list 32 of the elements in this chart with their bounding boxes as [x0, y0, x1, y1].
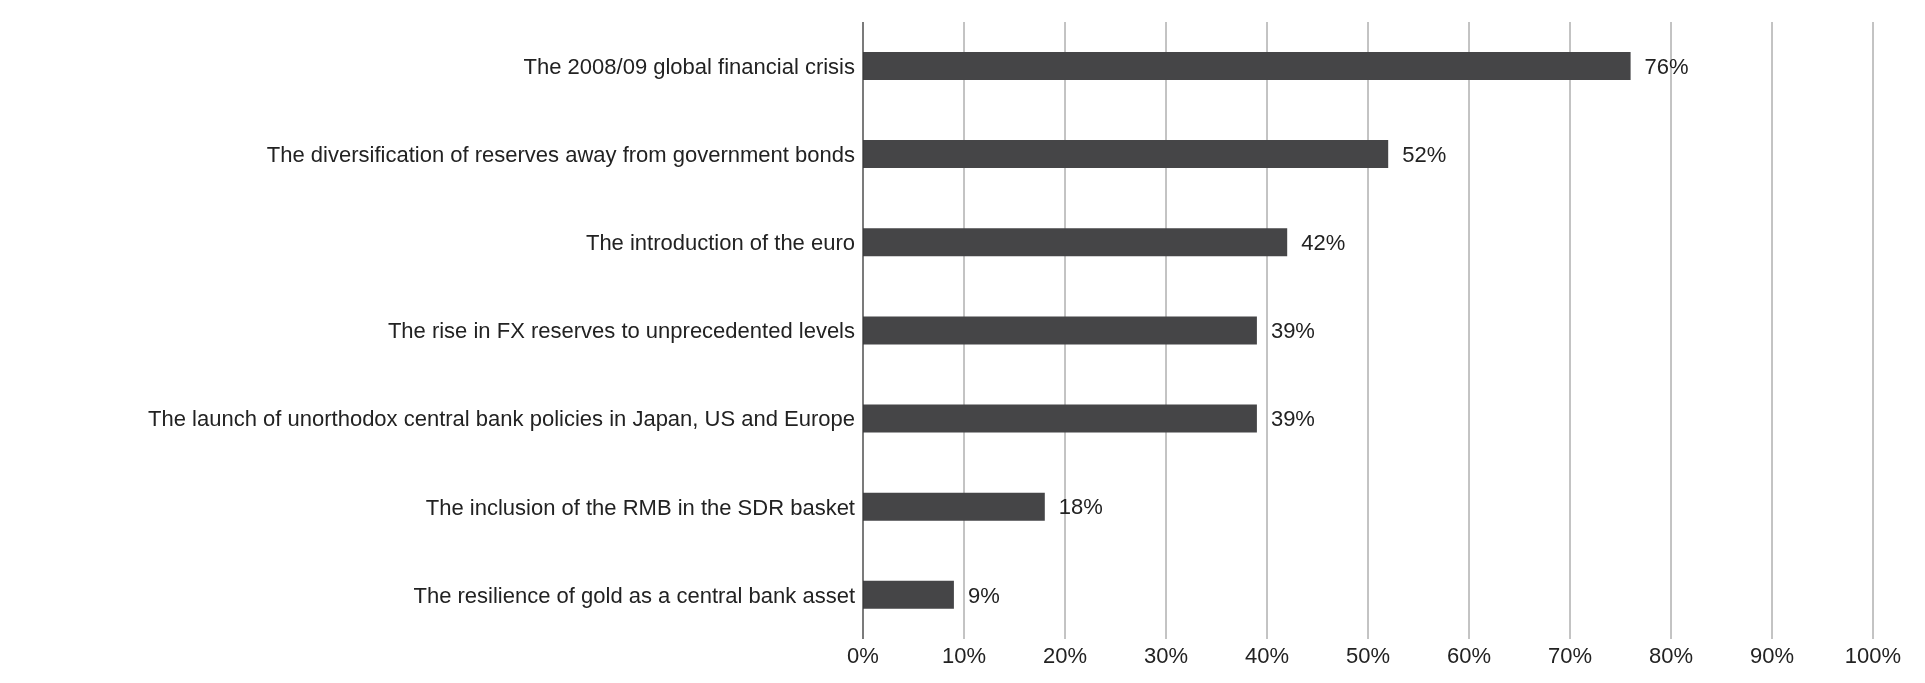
x-tick-label: 30% — [1143, 642, 1189, 668]
bar — [863, 51, 1631, 80]
x-tick-label: 60% — [1446, 642, 1492, 668]
bar — [863, 492, 1045, 521]
data-label: 39% — [1270, 406, 1315, 432]
data-label: 39% — [1270, 318, 1315, 344]
y-tick-label: The 2008/09 global financial crisis — [523, 53, 855, 79]
bar — [863, 580, 954, 609]
x-tick-label: 90% — [1749, 642, 1795, 668]
bar — [863, 228, 1288, 257]
x-tick-label: 50% — [1345, 642, 1391, 668]
data-label: 18% — [1058, 494, 1103, 520]
y-tick-label: The diversification of reserves away from government bonds — [266, 142, 855, 168]
x-tick-label: 10% — [941, 642, 987, 668]
data-label: 76% — [1644, 53, 1689, 79]
x-tick-label: 40% — [1244, 642, 1290, 668]
x-tick-label: 80% — [1648, 642, 1694, 668]
x-tick-label: 70% — [1547, 642, 1593, 668]
data-label: 42% — [1301, 230, 1346, 256]
x-tick-label: 100% — [1844, 642, 1902, 668]
x-tick-label: 0% — [847, 642, 879, 668]
x-tick-label: 20% — [1042, 642, 1088, 668]
bar — [863, 140, 1389, 169]
y-tick-label: The resilience of gold as a central bank asset — [413, 582, 855, 608]
y-tick-label: The launch of unorthodox central bank policies in Japan, US and Europe — [148, 406, 855, 432]
y-tick-label: The introduction of the euro — [585, 230, 855, 256]
bar — [863, 316, 1257, 345]
data-label: 52% — [1402, 141, 1447, 167]
y-tick-label: The inclusion of the RMB in the SDR basket — [425, 494, 855, 520]
bar — [863, 404, 1257, 433]
y-tick-label: The rise in FX reserves to unprecedented levels — [387, 318, 855, 344]
data-label: 9% — [967, 582, 1000, 608]
